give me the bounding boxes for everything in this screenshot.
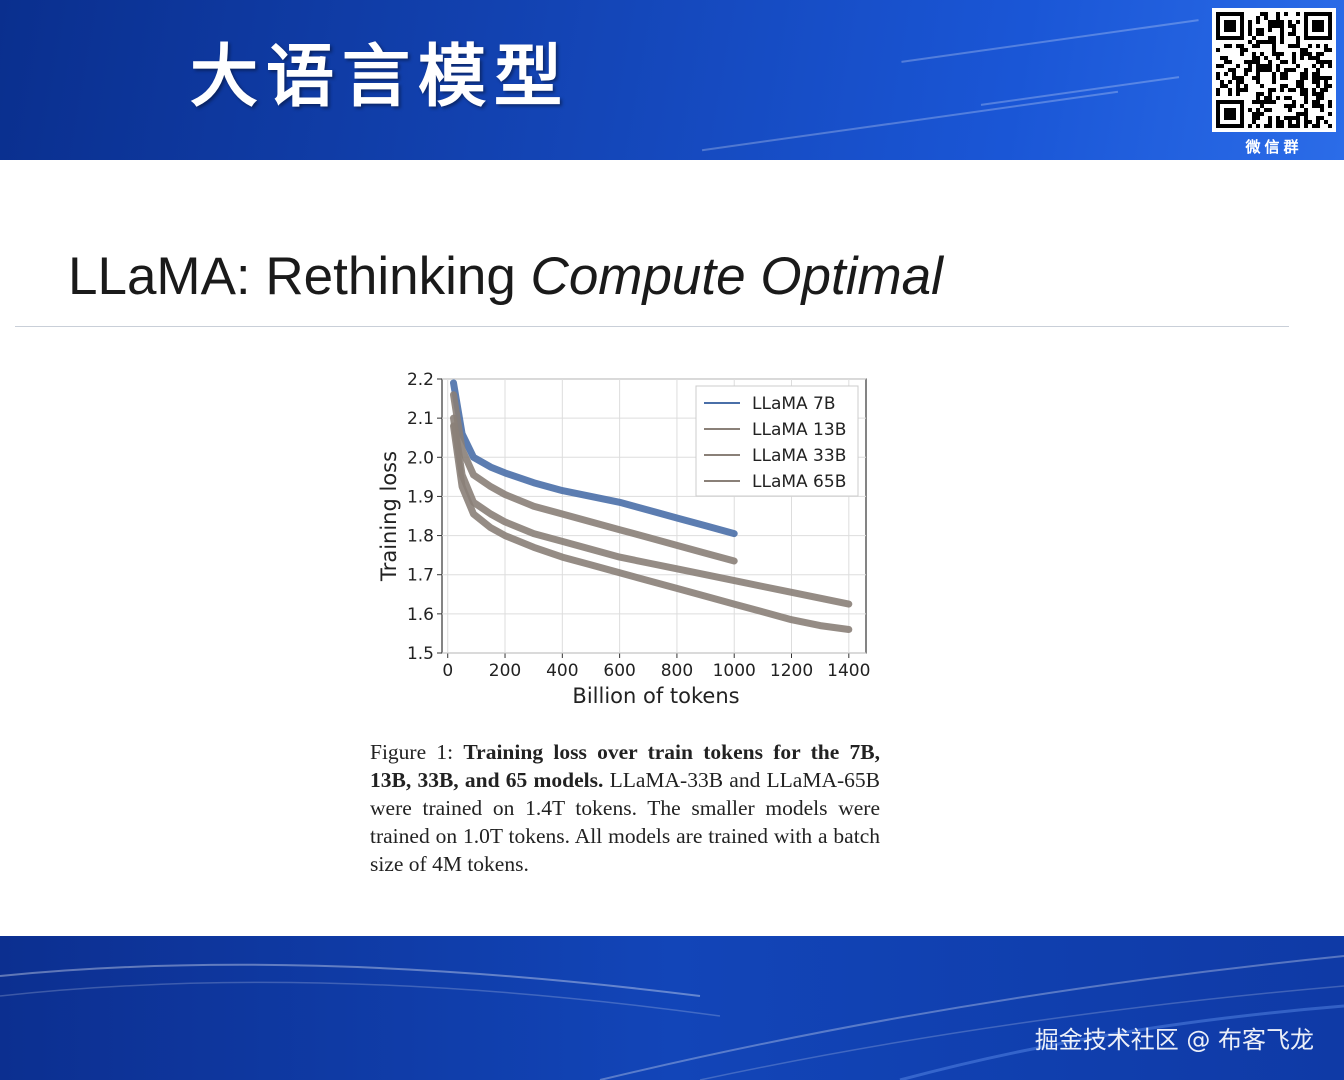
legend-label: LLaMA 33B: [752, 446, 846, 466]
legend-label: LLaMA 65B: [752, 472, 846, 492]
series-line-llama-13b: [450, 391, 738, 565]
y-tick-label: 1.7: [407, 566, 434, 586]
slide-title-plain: LLaMA: Rethinking: [68, 247, 531, 306]
series-line-llama-7b: [450, 379, 738, 538]
y-axis-label: Training loss: [377, 451, 401, 582]
y-tick-label: 1.5: [407, 644, 434, 664]
y-tick-label: 1.8: [407, 527, 434, 547]
x-tick-label: 200: [489, 661, 521, 681]
y-tick-label: 1.9: [407, 487, 434, 507]
y-tick-label: 2.0: [407, 448, 434, 468]
x-axis-label: Billion of tokens: [572, 684, 739, 708]
qr-code-image[interactable]: [1212, 8, 1336, 132]
x-tick-label: 400: [546, 661, 578, 681]
x-tick-label: 1000: [713, 661, 756, 681]
caption-text: LLaMA-33B and LLaMA-65B were trained on …: [370, 768, 880, 876]
y-tick-labels: 1.5 1.6 1.7 1.8 1.9 2.0 2.1 2.2: [407, 370, 434, 664]
series-line-llama-65b: [450, 422, 853, 633]
banner-title: 大语言模型: [190, 38, 571, 117]
x-tick-label: 1200: [770, 661, 813, 681]
top-banner: 大语言模型 微信群: [0, 0, 1344, 160]
legend-label: LLaMA 7B: [752, 394, 836, 414]
training-loss-chart: 0 200 400 600 800 1000 1200 1400 1.51.61.71.81.…: [377, 370, 870, 708]
x-tick-label: 600: [603, 661, 635, 681]
title-divider: [15, 326, 1289, 327]
legend-box: [695, 385, 859, 497]
x-tick-label: 800: [661, 661, 693, 681]
x-tick-label: 1400: [827, 661, 870, 681]
figure-caption: Figure 1: Training loss over train token…: [370, 738, 880, 878]
slide-title-italic: Compute Optimal: [530, 247, 943, 306]
series-lines: [450, 379, 853, 633]
series-line-llama-33b: [450, 414, 853, 608]
bottom-banner: [0, 936, 1344, 1080]
slide-title: LLaMA: Rethinking Compute Optimal: [68, 246, 943, 307]
watermark: 掘金技术社区 @ 布客飞龙: [1034, 1026, 1314, 1054]
y-tick-label: 1.6: [407, 605, 434, 625]
x-tick-label: 0: [442, 661, 453, 681]
y-tick-label: 2.1: [407, 409, 434, 429]
qr-label: 微信群: [1245, 138, 1303, 156]
legend: LLaMA 7B LLaMA 13B LLaMA 33B LLaMA 65B: [695, 385, 859, 497]
caption-bold: Training loss over train tokens for the …: [370, 740, 880, 792]
x-tick-labels: 0 200 400 600 800 1000 1200 1400: [442, 661, 870, 681]
caption-label: Figure 1:: [370, 740, 464, 764]
y-tick-label: 2.2: [407, 370, 434, 390]
legend-label: LLaMA 13B: [752, 420, 846, 440]
